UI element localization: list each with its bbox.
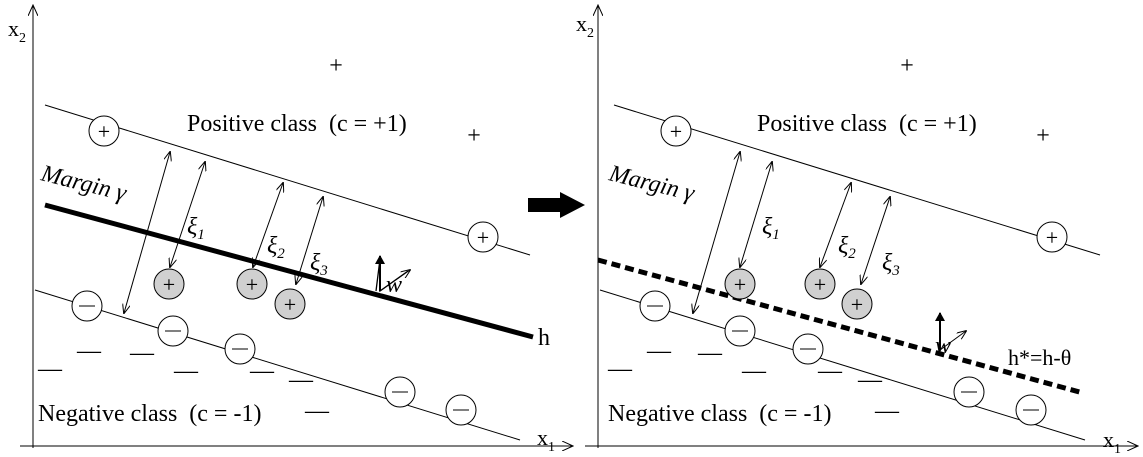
margin-label: Margin γ: [606, 160, 698, 207]
positive-class-label: Positive class (c = +1): [187, 111, 407, 137]
slack-arrow-1: [740, 162, 772, 267]
svg-text:+: +: [98, 119, 110, 144]
xi-1-label: ξ1: [187, 214, 205, 243]
minus-sign: —: [129, 340, 155, 366]
minus-sign: —: [817, 358, 843, 384]
svg-text:+: +: [477, 225, 489, 250]
slack-arrow-3: [861, 197, 890, 284]
x-axis-label: x1: [1103, 427, 1121, 457]
xi-2-label: ξ2: [838, 233, 856, 262]
svg-text:+: +: [163, 272, 175, 297]
minus-sign: —: [697, 340, 723, 366]
minus-sign: —: [607, 356, 633, 382]
support-vector-negative: [953, 376, 985, 408]
plus-sign: +: [1036, 123, 1050, 149]
support-vector-negative: [445, 394, 477, 426]
negative-margin-line: [599, 289, 1086, 441]
support-vector-negative: [384, 376, 416, 408]
negative-class-label: Negative class (c = -1): [608, 401, 831, 427]
support-vector-negative: [157, 315, 189, 347]
svg-text:+: +: [1046, 225, 1058, 250]
xi-2-label: ξ2: [267, 233, 285, 262]
slack-point: +: [153, 268, 185, 300]
hyperplane-label: h: [538, 325, 550, 351]
support-vector-positive: +: [1036, 221, 1068, 253]
svg-text:+: +: [734, 272, 746, 297]
y-axis-label: x2: [8, 16, 26, 46]
minus-sign: —: [288, 367, 314, 393]
minus-sign: —: [646, 338, 672, 364]
slack-arrow-1: [170, 162, 205, 267]
margin-arrow: [693, 152, 740, 313]
w-arrow-right: [379, 270, 410, 292]
w-arrow-right: [939, 331, 966, 351]
slack-point: +: [724, 268, 756, 300]
transition-arrow: [528, 192, 585, 218]
slack-point: +: [841, 288, 873, 320]
support-vector-negative: [71, 290, 103, 322]
negative-margin-line: [34, 289, 521, 441]
plus-sign: +: [900, 53, 914, 79]
hyperplane-label: h*=h-θ: [1008, 345, 1071, 370]
positive-margin-line: [44, 104, 531, 256]
support-vector-negative: [724, 315, 756, 347]
minus-sign: —: [173, 358, 199, 384]
support-vector-negative: [224, 333, 256, 365]
minus-sign: —: [249, 358, 275, 384]
xi-3-label: ξ3: [310, 250, 328, 279]
support-vector-positive: +: [467, 221, 499, 253]
support-vector-positive: +: [88, 115, 120, 147]
plus-sign: +: [329, 53, 343, 79]
svg-text:+: +: [851, 292, 863, 317]
slack-arrow-3: [296, 197, 323, 284]
svg-text:+: +: [670, 119, 682, 144]
minus-sign: —: [304, 398, 330, 424]
xi-3-label: ξ3: [882, 250, 900, 279]
minus-sign: —: [857, 367, 883, 393]
minus-sign: —: [741, 358, 767, 384]
minus-sign: —: [37, 356, 63, 382]
slack-point: +: [804, 268, 836, 300]
margin-label: Margin γ: [38, 160, 130, 207]
support-vector-negative: [639, 290, 671, 322]
w-label: w: [935, 333, 951, 359]
support-vector-negative: [1015, 394, 1047, 426]
w-label: w: [386, 272, 402, 298]
xi-1-label: ξ1: [762, 214, 780, 243]
y-axis-label: x2: [576, 11, 594, 41]
support-vector-positive: +: [660, 115, 692, 147]
positive-margin-line: [613, 104, 1101, 256]
minus-sign: —: [76, 338, 102, 364]
minus-sign: —: [874, 398, 900, 424]
margin-arrow: [124, 152, 170, 313]
slack-arrow-2: [820, 183, 851, 267]
left-panel: x2 x1 h Positive class (c = +1) Negative…: [8, 5, 573, 455]
slack-point: +: [274, 288, 306, 320]
slack-arrow-2: [253, 183, 283, 267]
negative-class-label: Negative class (c = -1): [38, 401, 261, 427]
x-axis-label: x1: [537, 425, 555, 455]
svg-text:+: +: [284, 292, 296, 317]
right-panel: x2 x1 h*=h-θ Positive class (c = +1) Neg…: [576, 5, 1138, 457]
support-vector-negative: [792, 333, 824, 365]
slack-point: +: [236, 268, 268, 300]
svg-text:+: +: [246, 272, 258, 297]
plus-sign: +: [467, 123, 481, 149]
positive-class-label: Positive class (c = +1): [757, 111, 977, 137]
svg-text:+: +: [814, 272, 826, 297]
